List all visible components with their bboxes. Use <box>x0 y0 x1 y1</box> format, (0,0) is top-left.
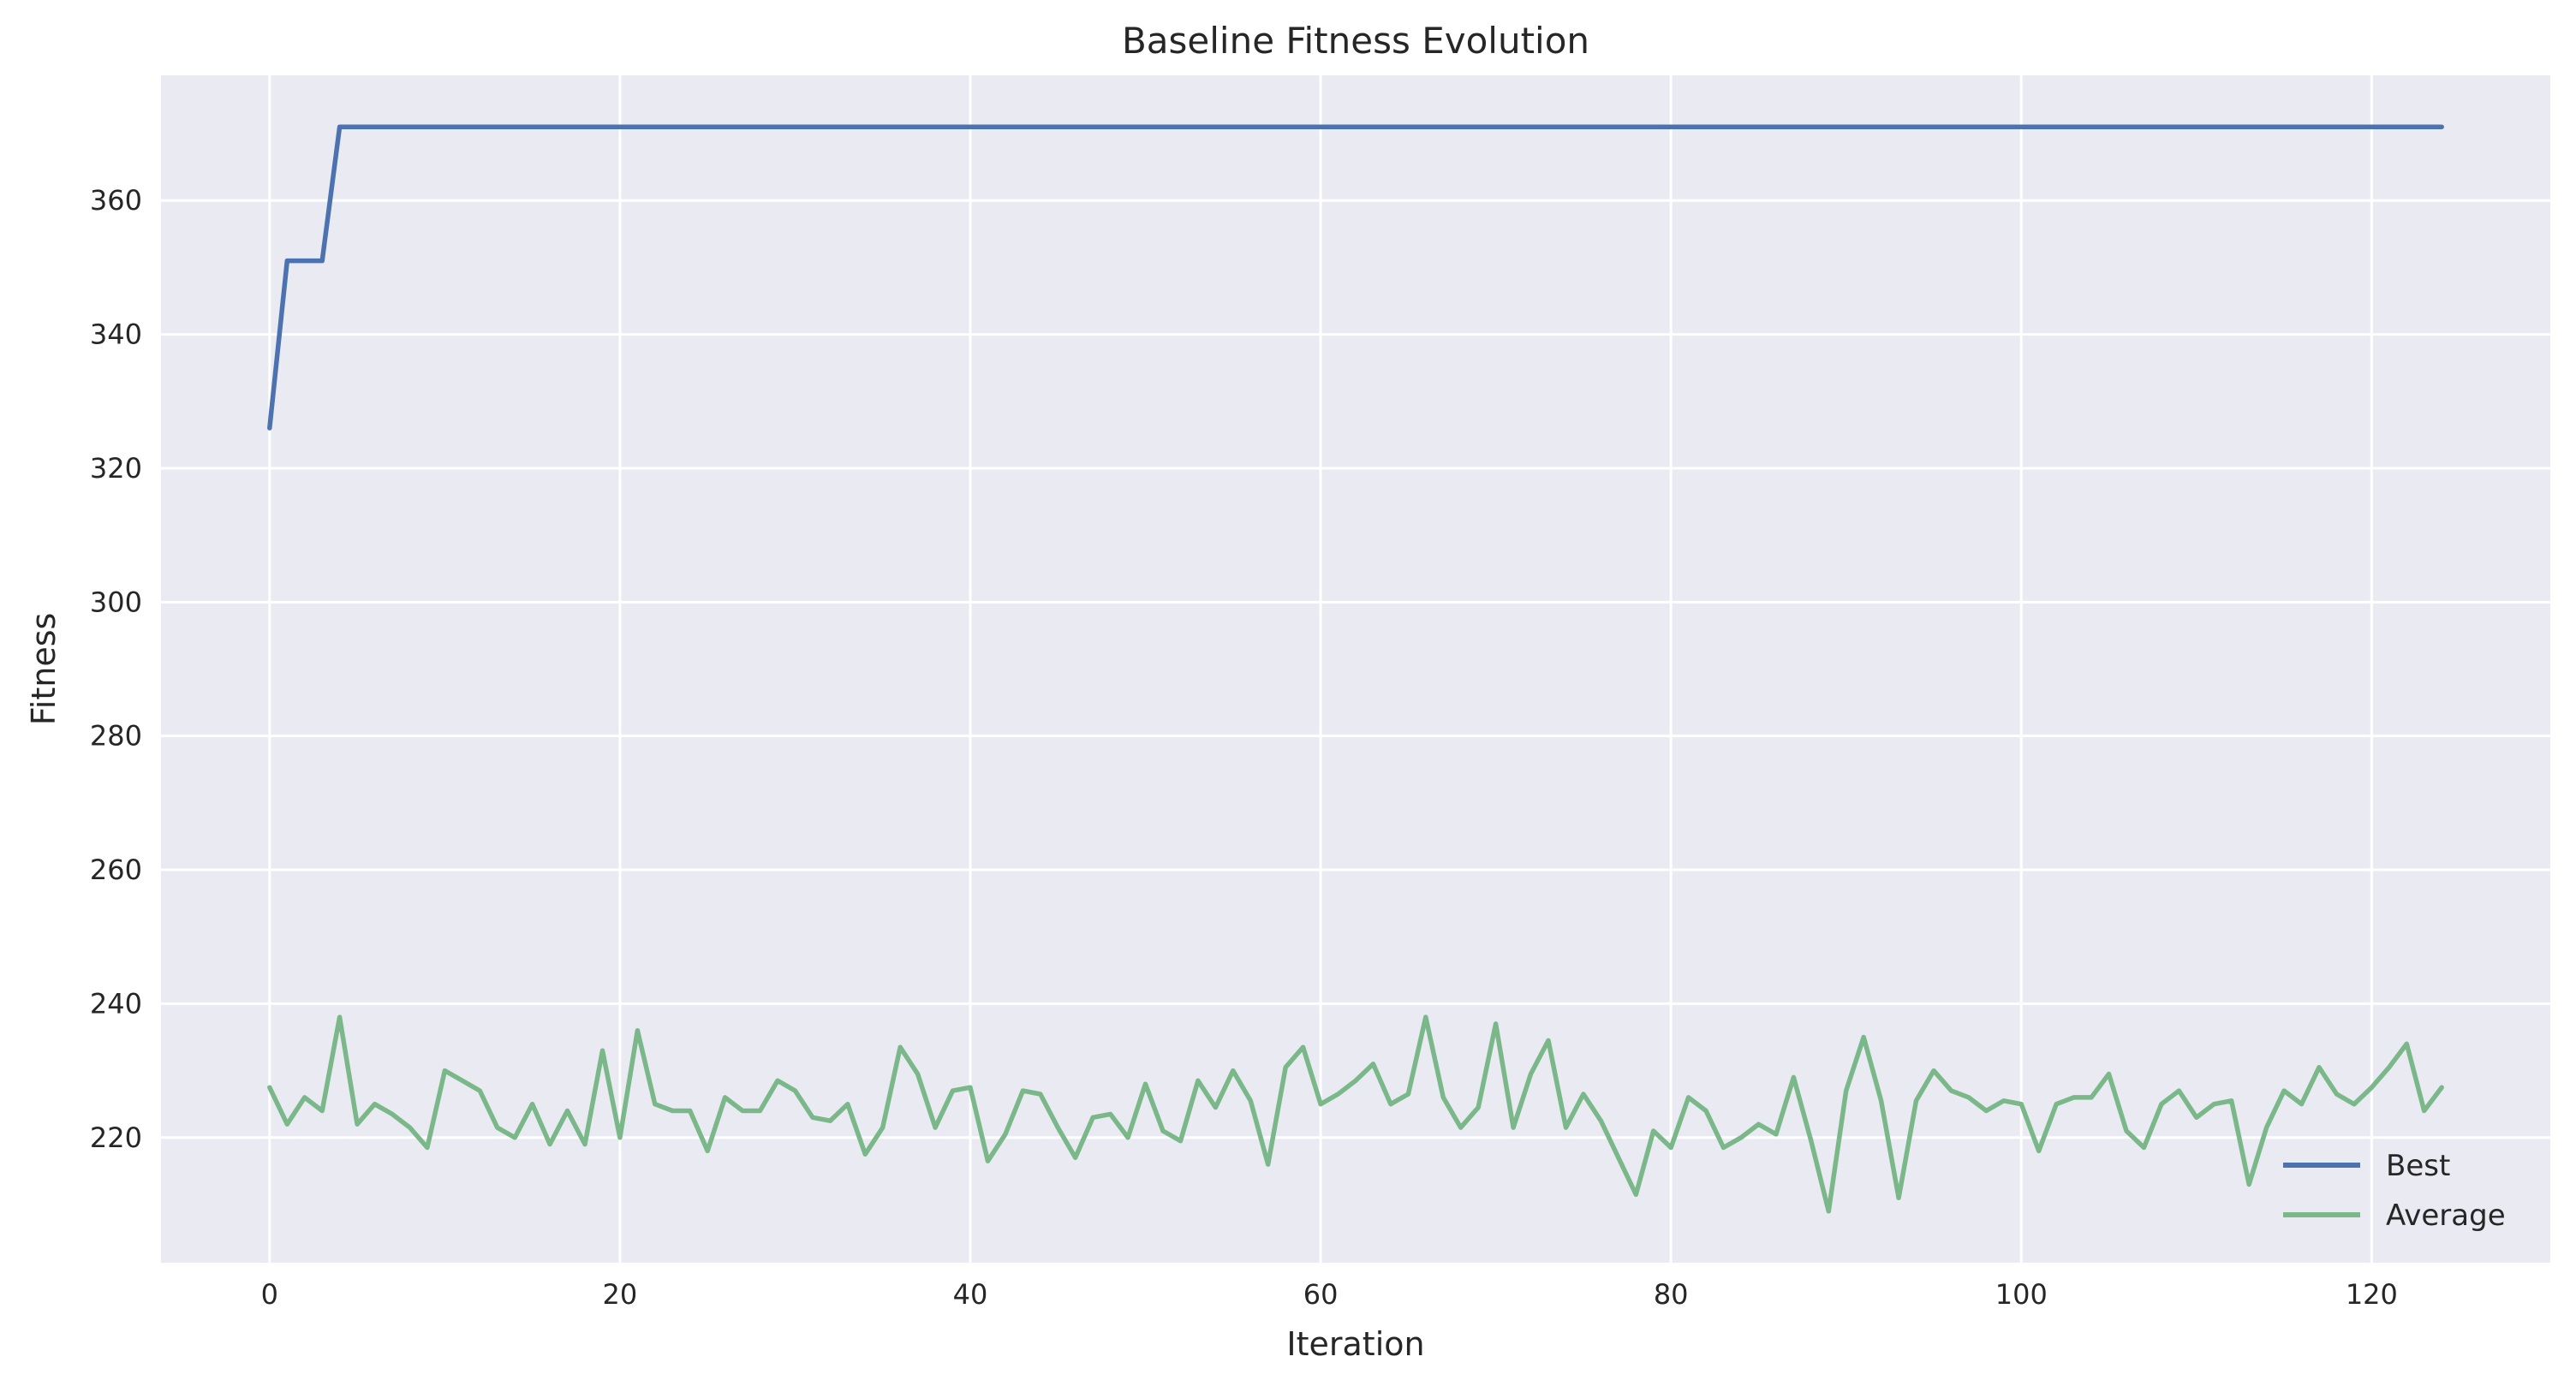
series-layer <box>267 124 2444 1214</box>
y-tick-label: 300 <box>90 586 142 618</box>
x-tick-label: 0 <box>261 1278 278 1311</box>
grid-lines <box>161 75 2550 1263</box>
tick-labels: 0 20 40 60 80 100 120 220 240 260 280 300 320 340 360 <box>90 184 2398 1311</box>
x-tick-label: 40 <box>953 1278 988 1311</box>
y-axis-title: Fitness <box>25 613 63 726</box>
y-tick-label: 320 <box>90 452 142 485</box>
plot-area <box>161 75 2550 1263</box>
y-tick-label: 220 <box>90 1121 142 1154</box>
y-tick-label: 360 <box>90 184 142 217</box>
x-axis-title: Iteration <box>1286 1325 1424 1363</box>
x-tick-label: 80 <box>1654 1278 1689 1311</box>
series-line-average <box>267 1014 2444 1214</box>
legend-label-average: Average <box>2386 1199 2506 1233</box>
y-tick-label: 240 <box>90 987 142 1020</box>
y-tick-label: 260 <box>90 854 142 886</box>
y-tick-label: 280 <box>90 720 142 753</box>
legend-label-best: Best <box>2386 1149 2450 1183</box>
y-tick-label: 340 <box>90 318 142 351</box>
x-tick-label: 20 <box>603 1278 638 1311</box>
x-tick-label: 60 <box>1303 1278 1339 1311</box>
series-line-best <box>267 124 2444 431</box>
x-tick-label: 100 <box>1995 1278 2048 1311</box>
x-tick-label: 120 <box>2346 1278 2398 1311</box>
legend: Best Average <box>2283 1149 2506 1233</box>
chart-title: Baseline Fitness Evolution <box>1122 20 1589 62</box>
